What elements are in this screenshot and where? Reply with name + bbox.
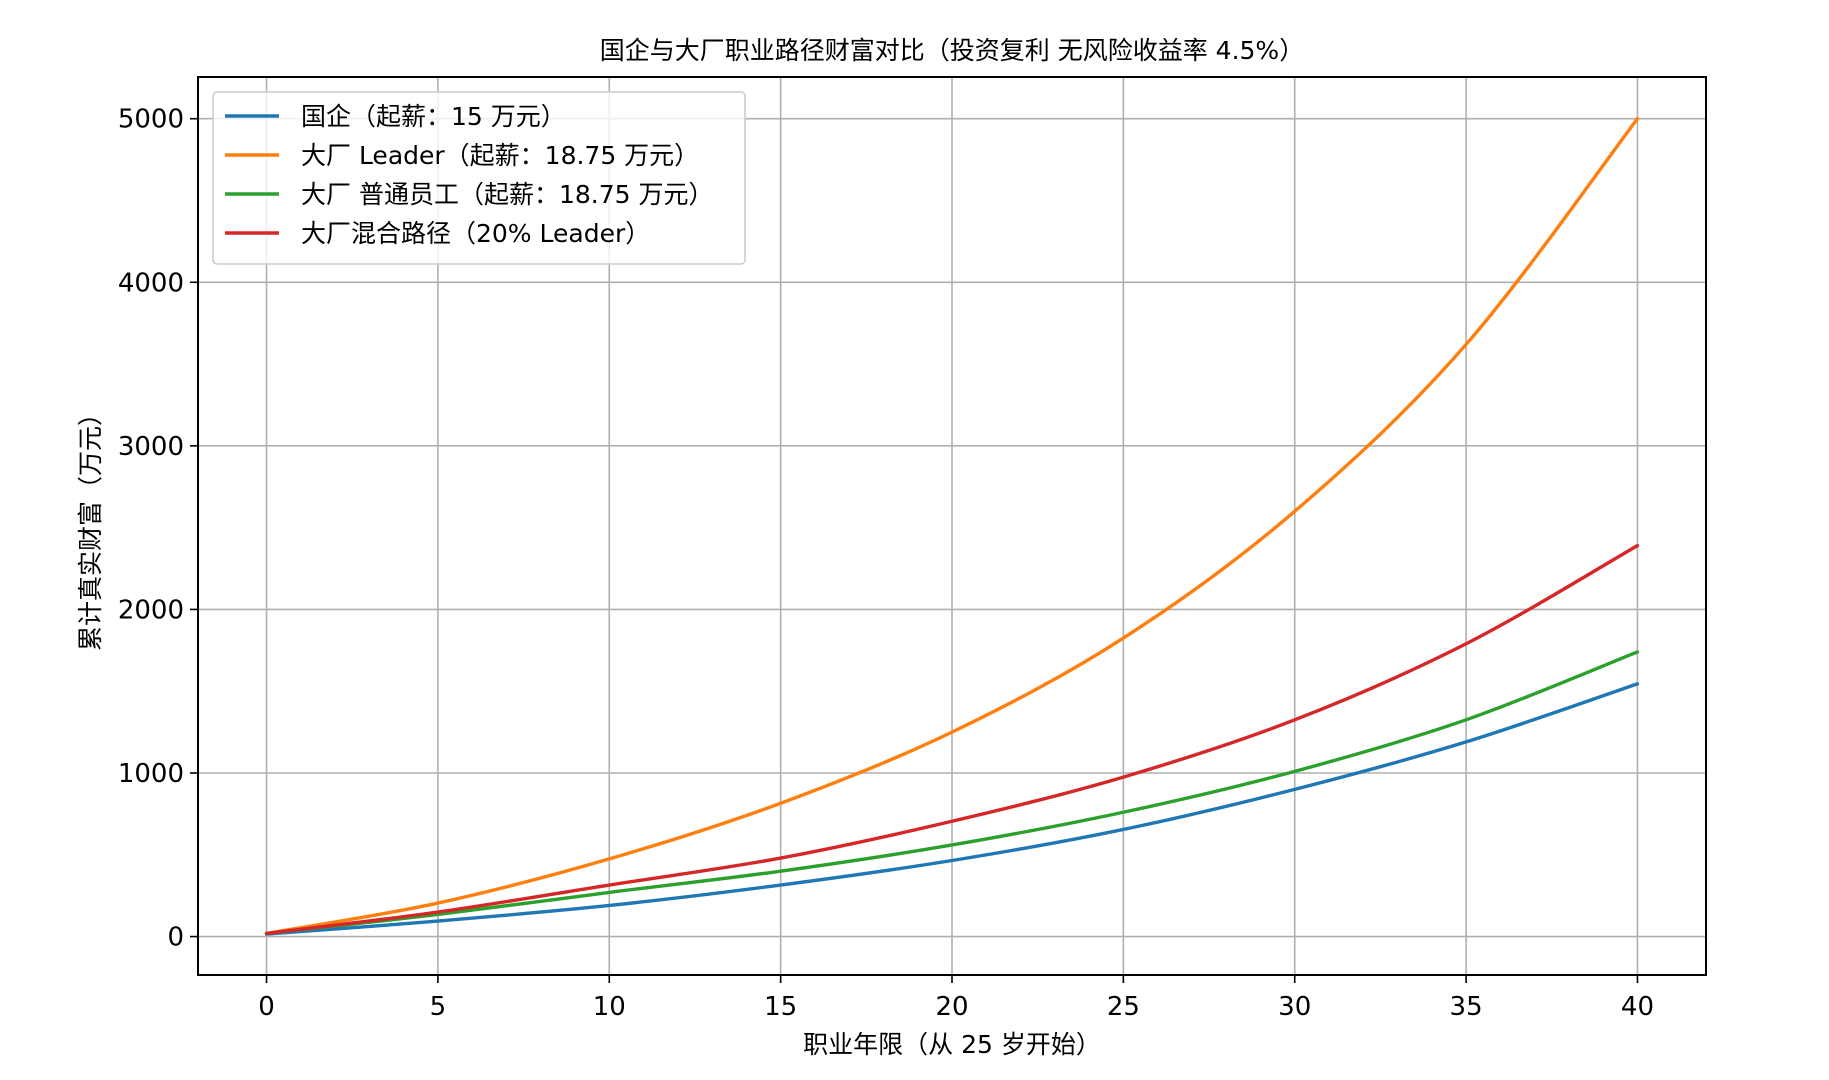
y-tick-label: 5000	[118, 105, 184, 135]
x-tick-label: 25	[1107, 992, 1140, 1022]
x-tick-label: 15	[764, 992, 797, 1022]
y-tick-label: 4000	[118, 268, 184, 298]
series-line-3	[264, 543, 1640, 936]
legend-box	[212, 91, 746, 265]
legend-label-0: 国企（起薪：15 万元）	[301, 102, 566, 131]
y-tick-label: 2000	[118, 595, 184, 625]
series-line-0	[264, 682, 1640, 936]
x-tick-label: 20	[935, 992, 968, 1022]
series-lines	[264, 117, 1640, 936]
y-tick-label: 3000	[118, 432, 184, 462]
x-tick-label: 5	[430, 992, 447, 1022]
x-tick-label: 35	[1450, 992, 1483, 1022]
chart-title: 国企与大厂职业路径财富对比（投资复利 无风险收益率 4.5%）	[600, 36, 1304, 65]
x-axis-label: 职业年限（从 25 岁开始）	[803, 1030, 1101, 1059]
legend-label-2: 大厂 普通员工（起薪：18.75 万元）	[301, 180, 713, 209]
y-tick-label: 1000	[118, 759, 184, 789]
y-axis-label: 累计真实财富（万元）	[76, 401, 105, 651]
series-line-1	[264, 117, 1640, 936]
series-line-2	[264, 650, 1640, 936]
x-tick-label: 40	[1621, 992, 1654, 1022]
legend: 国企（起薪：15 万元） 大厂 Leader（起薪：18.75 万元） 大厂 普通员…	[212, 91, 746, 265]
x-tick-label: 10	[593, 992, 626, 1022]
grid	[198, 77, 1706, 975]
x-tick-label: 30	[1278, 992, 1311, 1022]
legend-label-1: 大厂 Leader（起薪：18.75 万元）	[301, 141, 699, 170]
axis-ticks: 0 5 10 15 20 25 30 35 40 0 1000 2000 3000 4000 5000	[118, 105, 1654, 1022]
x-tick-label: 0	[258, 992, 275, 1022]
legend-label-3: 大厂混合路径（20% Leader）	[301, 219, 650, 248]
y-tick-label: 0	[167, 923, 184, 953]
